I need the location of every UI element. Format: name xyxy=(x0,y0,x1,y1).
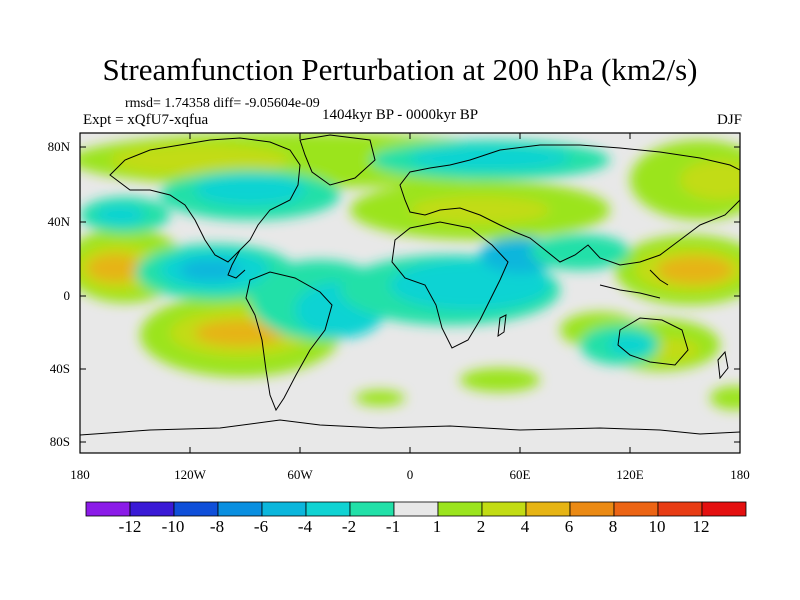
colorbar-label: -1 xyxy=(385,517,401,536)
colorbar-swatch xyxy=(657,501,703,517)
colorbar-swatch xyxy=(393,501,439,517)
lat-label-40s: 40S xyxy=(49,361,70,376)
season-label: DJF xyxy=(716,112,742,128)
lat-label-80s: 80S xyxy=(49,434,70,449)
colorbar-label: 12 xyxy=(692,517,710,536)
colorbar-swatch xyxy=(569,501,615,517)
lon-label-180e: 180 xyxy=(730,467,750,482)
colorbar-swatch xyxy=(129,501,175,517)
colorbar-label: 8 xyxy=(608,517,618,536)
colorbar-label: -4 xyxy=(297,517,313,536)
colorbar-swatch xyxy=(305,501,351,517)
lon-label-120w: 120W xyxy=(174,467,206,482)
colorbar-swatch xyxy=(701,501,747,517)
colorbar-label: 2 xyxy=(476,517,486,536)
colorbar-swatch xyxy=(481,501,527,517)
colorbar-swatch xyxy=(173,501,219,517)
lat-label-40n: 40N xyxy=(47,214,70,229)
stats-line: rmsd= 1.74358 diff= -9.05604e-09 xyxy=(125,96,320,111)
colorbar-label: -10 xyxy=(161,517,185,536)
colorbar-label: 10 xyxy=(648,517,666,536)
colorbar-label: 6 xyxy=(564,517,574,536)
lon-label-60w: 60W xyxy=(287,467,313,482)
period-label: 1404kyr BP - 0000kyr BP xyxy=(322,107,479,123)
colorbar-label: -6 xyxy=(253,517,269,536)
colorbar-label: 4 xyxy=(520,517,530,536)
contour-field xyxy=(80,133,740,453)
colorbar-label: -8 xyxy=(209,517,225,536)
lon-label-180w: 180 xyxy=(70,467,90,482)
colorbar-swatch xyxy=(349,501,395,517)
lat-label-80n: 80N xyxy=(47,139,70,154)
colorbar-swatch xyxy=(261,501,307,517)
colorbar xyxy=(85,501,747,517)
axis-ticks xyxy=(80,133,740,453)
lat-label-0: 0 xyxy=(63,288,71,303)
colorbar-label: -12 xyxy=(118,517,142,536)
experiment-label: Expt = xQfU7-xqfua xyxy=(83,112,209,128)
colorbar-label: 1 xyxy=(432,517,442,536)
colorbar-swatch xyxy=(217,501,263,517)
lon-label-60e: 60E xyxy=(509,467,531,482)
lon-label-120e: 120E xyxy=(616,467,644,482)
colorbar-label: -2 xyxy=(341,517,357,536)
lon-label-0: 0 xyxy=(406,467,414,482)
chart-title: Streamfunction Perturbation at 200 hPa (… xyxy=(102,52,698,87)
colorbar-swatch xyxy=(85,501,131,517)
colorbar-swatch xyxy=(437,501,483,517)
coastlines xyxy=(80,134,740,436)
colorbar-swatch xyxy=(525,501,571,517)
colorbar-swatch xyxy=(613,501,659,517)
